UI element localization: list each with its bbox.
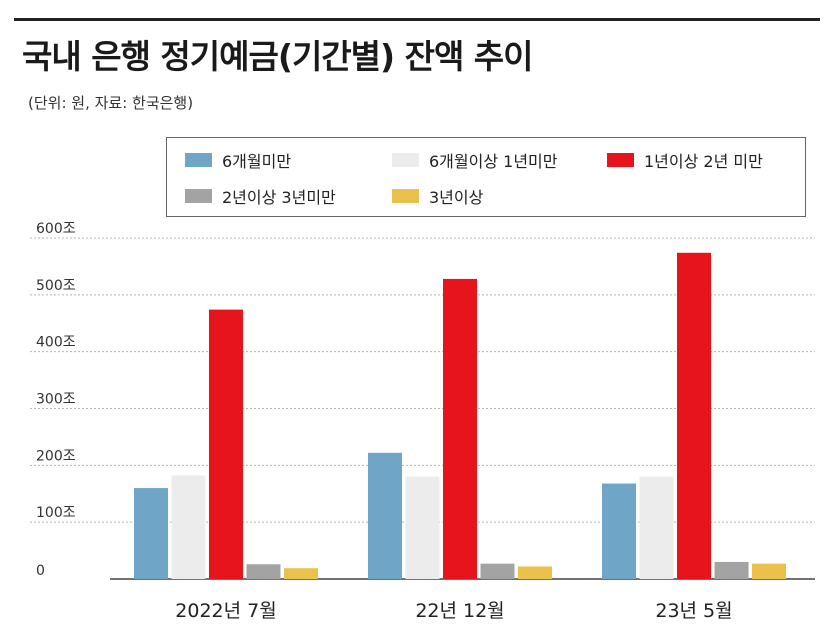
y-tick-label: 100조 <box>36 505 76 521</box>
bar <box>405 476 440 579</box>
bar <box>134 488 168 579</box>
legend-label: 6개월미만 <box>222 152 292 171</box>
legend-swatch <box>607 153 634 167</box>
bar <box>518 566 552 579</box>
y-tick-label: 500조 <box>36 278 76 294</box>
x-category-label: 23년 5월 <box>655 600 732 622</box>
bar <box>752 563 786 579</box>
y-tick-label: 300조 <box>36 392 76 408</box>
y-tick-label: 0 <box>36 563 45 579</box>
legend-swatch <box>392 153 419 167</box>
legend-swatch <box>185 189 212 203</box>
bar <box>284 568 318 579</box>
legend: 6개월미만 6개월이상 1년미만 1년이상 2년 미만 2년이상 3년미만 3년… <box>166 137 806 217</box>
x-category-label: 2022년 7월 <box>175 600 276 622</box>
legend-item-over-3-years: 3년이상 <box>392 184 483 208</box>
legend-item-2-to-3-years: 2년이상 3년미만 <box>185 184 336 208</box>
bar <box>246 564 281 579</box>
legend-swatch <box>185 153 212 167</box>
bar <box>209 309 243 579</box>
legend-item-1-to-2-years: 1년이상 2년 미만 <box>607 148 763 172</box>
legend-label: 6개월이상 1년미만 <box>429 152 558 171</box>
bar <box>480 563 515 579</box>
bar <box>639 476 674 579</box>
legend-swatch <box>392 189 419 203</box>
y-tick-label: 400조 <box>36 335 76 351</box>
legend-item-6-to-12-months: 6개월이상 1년미만 <box>392 148 558 172</box>
legend-item-under-6-months: 6개월미만 <box>185 148 291 172</box>
chart-subtitle: (단위: 원, 자료: 한국은행) <box>28 94 194 112</box>
title-rule <box>14 18 820 21</box>
bar <box>714 561 749 579</box>
chart-title: 국내 은행 정기예금(기간별) 잔액 추이 <box>22 37 534 76</box>
bar <box>602 483 636 579</box>
bar <box>443 278 477 579</box>
y-tick-label: 200조 <box>36 448 76 464</box>
y-tick-label: 600조 <box>36 221 76 237</box>
bar <box>677 252 711 579</box>
bar <box>368 452 402 579</box>
bar <box>171 475 206 579</box>
x-category-label: 22년 12월 <box>415 600 504 622</box>
legend-label: 1년이상 2년 미만 <box>644 152 763 171</box>
legend-label: 2년이상 3년미만 <box>222 188 336 207</box>
legend-label: 3년이상 <box>429 188 484 207</box>
